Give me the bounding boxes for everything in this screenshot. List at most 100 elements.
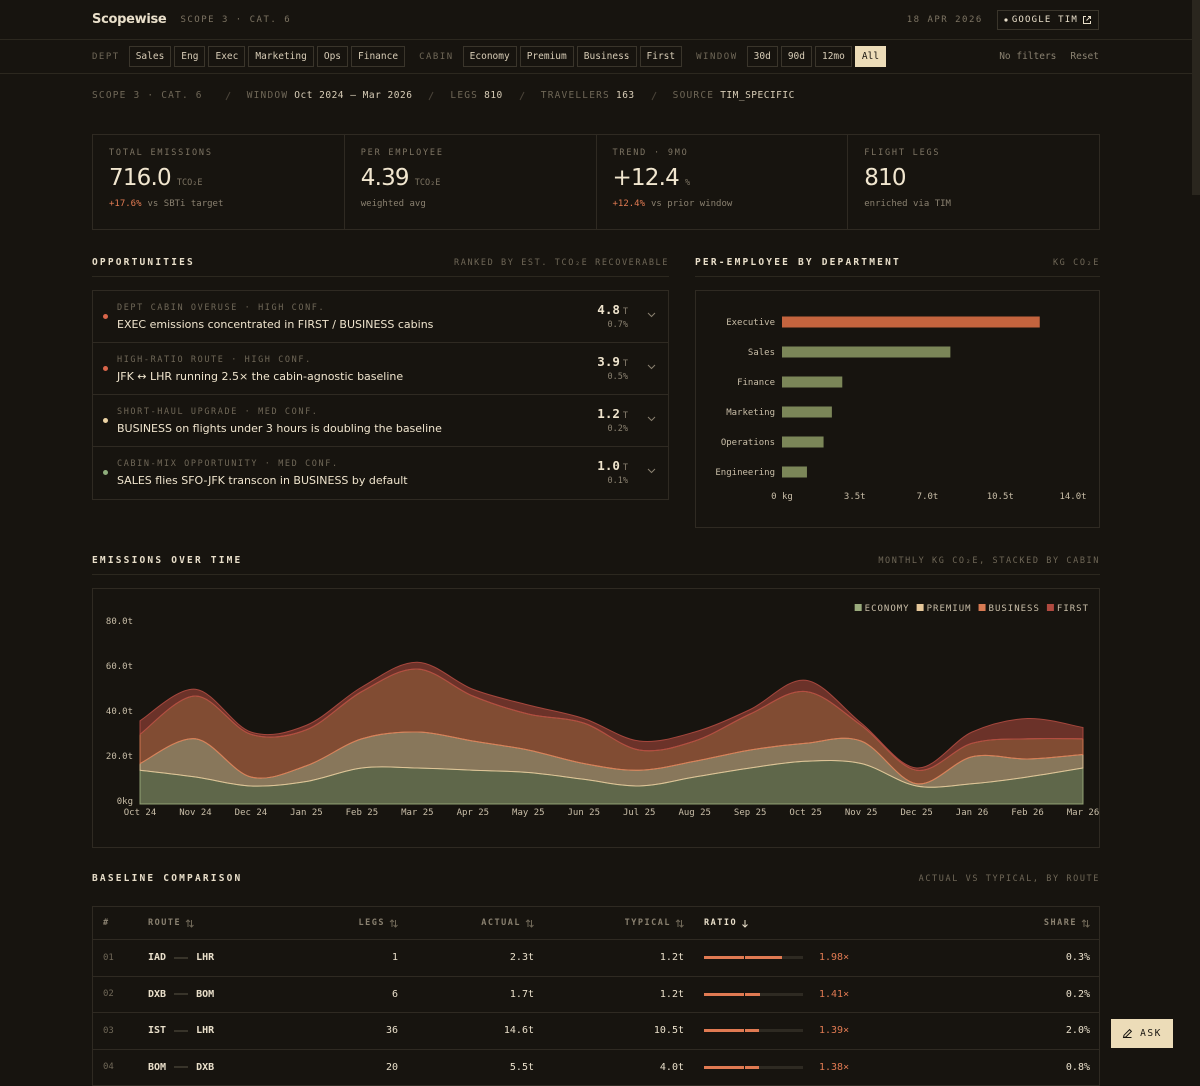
x-tick-label: Feb 25 [346, 808, 379, 818]
column-header[interactable]: RATIO [694, 918, 1001, 928]
meta-label: TRAVELLERS [541, 90, 610, 101]
column-header[interactable]: ACTUAL [408, 918, 544, 928]
filter-label: WINDOW [696, 52, 738, 62]
section-header: OPPORTUNITIES RANKED BY EST. TCO₂E RECOV… [92, 257, 669, 277]
ratio-label: 1.98× [819, 952, 849, 963]
filter-button[interactable]: Exec [208, 46, 245, 67]
recoverable-unit: T [623, 411, 628, 421]
chevron-path [648, 313, 655, 317]
legend-swatch [1047, 604, 1054, 611]
chevron [647, 416, 656, 422]
legs: 20 [306, 1062, 408, 1073]
account-button[interactable]: GOOGLE TIM [997, 10, 1099, 30]
bar [782, 377, 842, 388]
severity-dot [103, 314, 108, 319]
ratio-bar [704, 993, 760, 996]
share: 0.2% [1001, 989, 1100, 1000]
ratio-cell: 1.39× [694, 1025, 1001, 1036]
ratio-track [704, 956, 803, 959]
origin: DXB [148, 989, 166, 1000]
filter-button[interactable]: 30d [747, 46, 778, 67]
meta-label: LEGS [450, 90, 478, 101]
filter-button[interactable]: Sales [129, 46, 172, 67]
filter-button[interactable]: Economy [463, 46, 517, 67]
column-header[interactable]: TYPICAL [544, 918, 694, 928]
kpi-note-row: weighted avg [361, 199, 580, 209]
kpi-value: 716.0 [109, 165, 171, 191]
x-tick-label: 0 kg [771, 492, 793, 502]
y-tick-label: 60.0t [106, 662, 133, 672]
kpi-value: 810 [864, 165, 906, 191]
filter-button[interactable]: Finance [351, 46, 405, 67]
meta-scope: SCOPE 3 · CAT. 6 [92, 90, 203, 101]
opportunity-row[interactable]: DEPT CABIN OVERUSE · HIGH CONF.EXEC emis… [93, 291, 668, 343]
filter-button[interactable]: 90d [781, 46, 812, 67]
filter-button[interactable]: Business [577, 46, 637, 67]
kpi-label: PER EMPLOYEE [361, 148, 580, 158]
brand: Scopewise [92, 12, 166, 27]
filter-button[interactable]: Marketing [248, 46, 313, 67]
recoverable-unit: T [623, 359, 628, 369]
kpi-delta: +12.4% [613, 199, 646, 209]
sort-icon [525, 919, 534, 928]
x-tick-label: Jan 25 [290, 808, 323, 818]
filter-button[interactable]: Eng [174, 46, 205, 67]
opportunity-tag: SHORT-HAUL UPGRADE · MED CONF. [117, 407, 668, 417]
column-header[interactable]: ROUTE [138, 918, 306, 928]
account-name: GOOGLE TIM [1012, 15, 1078, 25]
column-header[interactable]: LEGS [306, 918, 408, 928]
filter-button[interactable]: First [640, 46, 683, 67]
section-header: PER-EMPLOYEE BY DEPARTMENT KG CO₂E [695, 257, 1100, 277]
filter-button[interactable]: All [855, 46, 886, 67]
ratio-bar [704, 1066, 759, 1069]
filter-button[interactable]: Premium [520, 46, 574, 67]
column-title: LEGS [359, 918, 385, 928]
external-icon [1082, 15, 1092, 25]
x-tick-label: Dec 24 [235, 808, 268, 818]
section-title: OPPORTUNITIES [92, 257, 195, 268]
section-title: EMISSIONS OVER TIME [92, 555, 242, 566]
filter-button[interactable]: Ops [317, 46, 348, 67]
opportunity-row[interactable]: SHORT-HAUL UPGRADE · MED CONF.BUSINESS o… [93, 395, 668, 447]
legs: 6 [306, 989, 408, 1000]
category-label: Finance [737, 378, 775, 388]
share: 2.0% [1001, 1025, 1100, 1036]
x-tick-label: Jun 25 [568, 808, 601, 818]
origin: BOM [148, 1062, 166, 1073]
x-tick-label: Sep 25 [734, 808, 767, 818]
opportunity-row[interactable]: HIGH-RATIO ROUTE · HIGH CONF.JFK ↔ LHR r… [93, 343, 668, 395]
route-line [174, 1065, 188, 1069]
x-tick-label: Dec 25 [900, 808, 933, 818]
bar [782, 467, 807, 478]
sort-desc [741, 919, 749, 928]
reset-button[interactable]: Reset [1070, 51, 1099, 62]
legend-label: PREMIUM [927, 604, 972, 614]
sort-icon-path [390, 920, 398, 927]
opportunity-row[interactable]: CABIN-MIX OPPORTUNITY · MED CONF.SALES f… [93, 447, 668, 499]
scrollbar[interactable] [1192, 0, 1200, 195]
actual: 2.3t [408, 952, 544, 963]
section-header: EMISSIONS OVER TIME MONTHLY KG CO₂E, STA… [92, 555, 1100, 575]
x-tick-label: Mar 25 [401, 808, 434, 818]
filter-button[interactable]: 12mo [815, 46, 852, 67]
column-title: TYPICAL [625, 918, 671, 928]
column-header[interactable]: SHARE [1001, 918, 1100, 928]
ask-button[interactable]: ASK [1111, 1019, 1173, 1048]
kpi-value-row: +12.4% [613, 165, 832, 191]
bar [782, 407, 832, 418]
section-header: BASELINE COMPARISON ACTUAL VS TYPICAL, B… [92, 873, 1100, 892]
